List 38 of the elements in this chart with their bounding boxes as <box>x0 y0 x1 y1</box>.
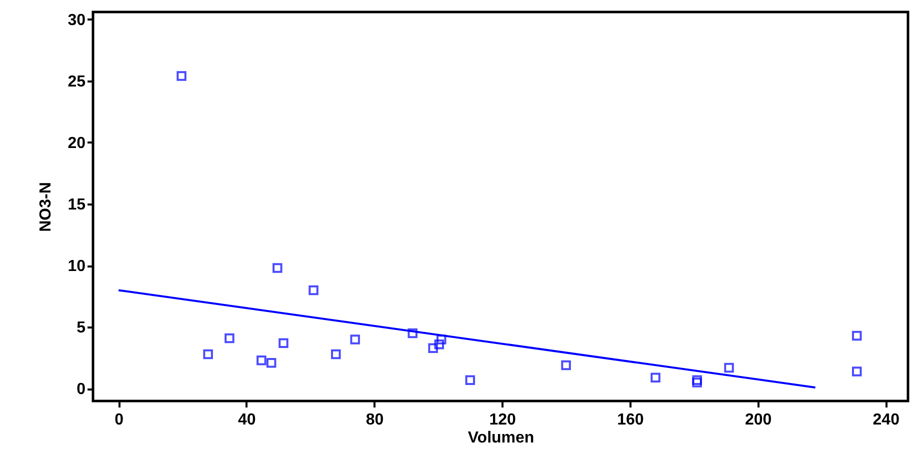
x-axis-title: Volumen <box>468 430 534 446</box>
point <box>176 71 186 81</box>
point <box>692 378 702 388</box>
point <box>266 358 276 368</box>
x-tick-label: 200 <box>744 412 772 428</box>
point <box>692 375 702 385</box>
point <box>203 349 213 360</box>
y-tick-label: 10 <box>68 258 86 276</box>
x-tick-label: 40 <box>238 412 256 428</box>
point <box>428 343 438 353</box>
point <box>272 263 282 273</box>
point <box>224 333 234 344</box>
point <box>278 338 288 348</box>
point <box>650 372 660 382</box>
point <box>561 360 571 370</box>
point <box>408 328 418 338</box>
y-tick-label: 30 <box>68 12 86 29</box>
point <box>724 362 734 373</box>
x-tick-label: 240 <box>872 412 900 428</box>
y-axis-title: NO3-N <box>38 182 55 232</box>
y-tick-label: 0 <box>76 381 86 398</box>
point <box>350 334 360 344</box>
y-tick-label: 15 <box>68 196 86 214</box>
y-tick-label: 20 <box>68 134 86 152</box>
point <box>852 330 862 341</box>
point <box>852 366 862 376</box>
point <box>331 349 341 360</box>
x-tick-label: 0 <box>114 412 124 428</box>
point <box>434 340 444 350</box>
point <box>308 285 318 296</box>
point <box>465 375 476 385</box>
x-tick-label: 120 <box>489 412 516 428</box>
y-tick-label: 5 <box>76 320 86 337</box>
point <box>436 334 446 344</box>
x-tick-label: 80 <box>366 412 384 428</box>
point <box>256 356 266 366</box>
x-tick-label: 160 <box>617 412 644 428</box>
y-tick-label: 25 <box>68 73 86 90</box>
